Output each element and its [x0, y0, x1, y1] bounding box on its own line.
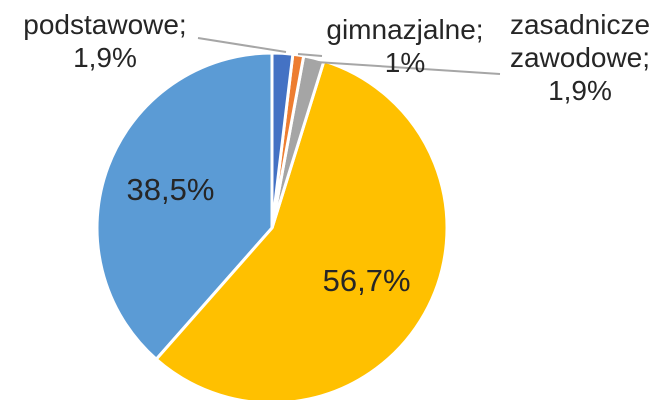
- value-label: 1,9%: [73, 42, 137, 73]
- slice-label: gimnazjalne; 1%: [315, 13, 495, 79]
- slice-label: podstawowe; 1,9%: [5, 8, 205, 74]
- leader-line: [297, 53, 323, 57]
- category-label: podstawowe;: [23, 9, 187, 40]
- value-label: 56,7%: [322, 263, 411, 299]
- category-label: gimnazjalne;: [326, 14, 484, 45]
- pie-slice: [154, 59, 449, 400]
- leader-line: [197, 37, 287, 53]
- category-label: zasadnicze zawodowe;: [509, 9, 651, 73]
- value-label: 1,9%: [548, 75, 612, 106]
- value-label: 1%: [384, 47, 426, 78]
- value-label: 38,5%: [126, 171, 215, 207]
- pie-slice: [270, 51, 295, 229]
- leader-line: [315, 61, 501, 75]
- pie-slice: [95, 51, 274, 362]
- slice-label: zasadnicze zawodowe; 1,9%: [495, 8, 665, 107]
